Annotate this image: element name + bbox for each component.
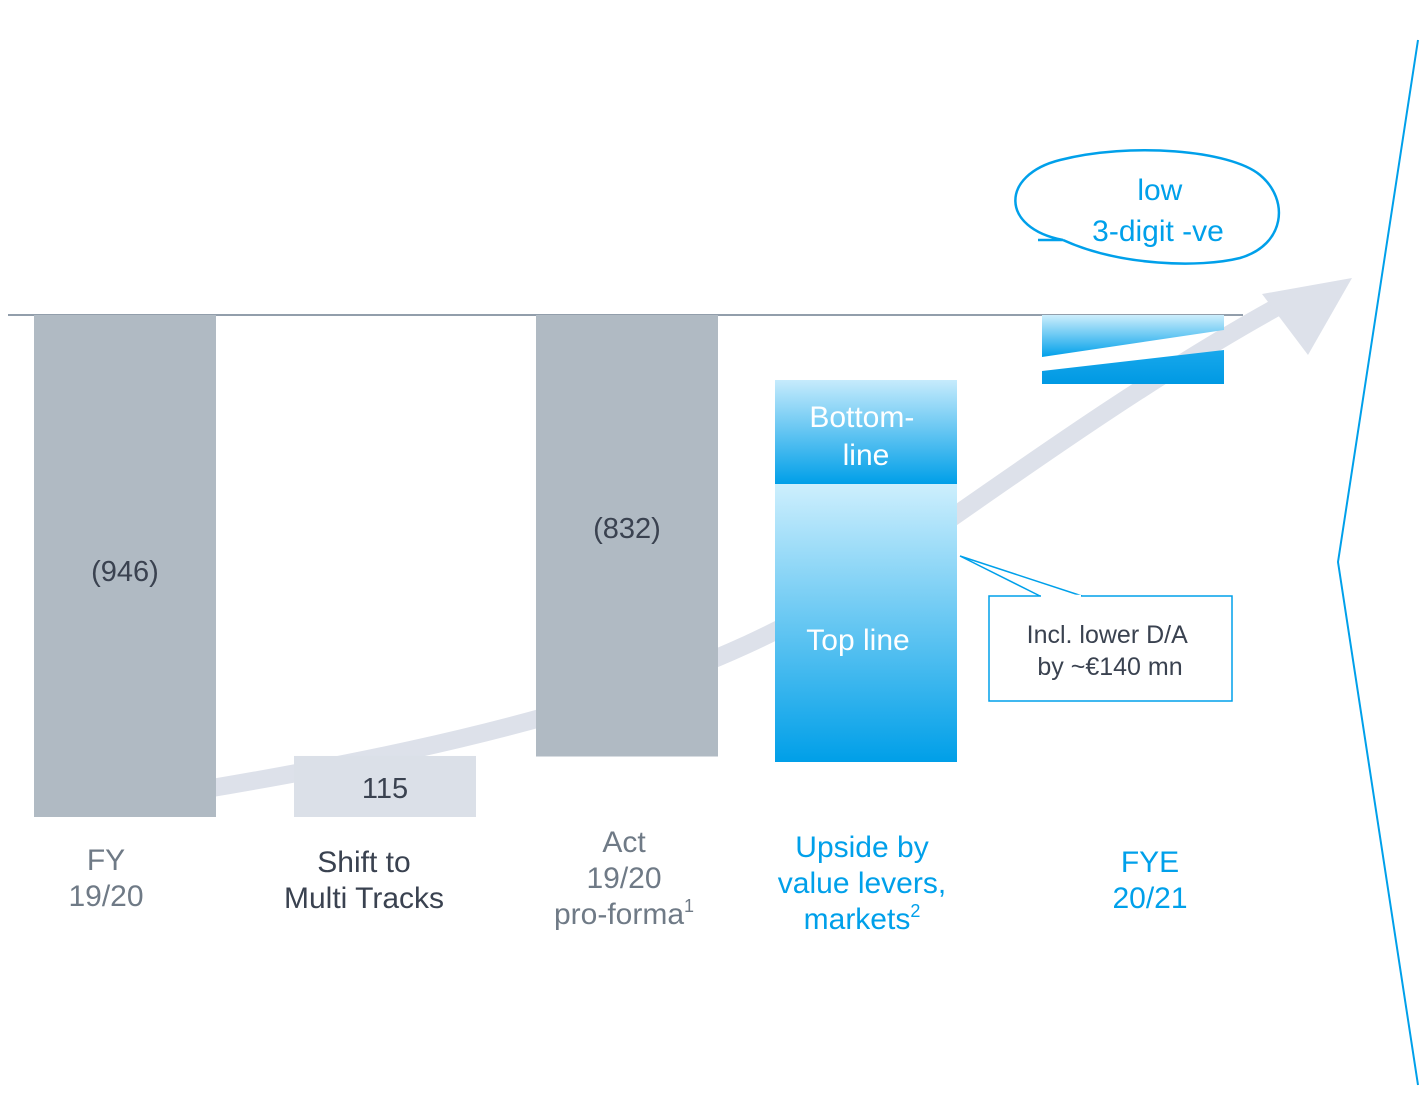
category-label-2: Shift to Multi Tracks bbox=[284, 846, 444, 915]
fye-bar-upper-wedge bbox=[1042, 315, 1224, 357]
category-label-5: FYE 20/21 bbox=[1112, 846, 1187, 915]
bar-act-19-20-pro-forma bbox=[536, 315, 718, 757]
upside-bottom-line-segment bbox=[775, 380, 957, 484]
fye-bar-lower-wedge bbox=[1042, 350, 1224, 384]
fye-callout-text: low 3-digit -ve bbox=[1092, 174, 1224, 248]
annotation-callout-box bbox=[988, 595, 1233, 702]
annotation-callout-text: Incl. lower D/A by ~€140 mn bbox=[1027, 621, 1194, 681]
upside-top-line-segment bbox=[775, 484, 957, 762]
value-label-fy-19-20: (946) bbox=[91, 556, 159, 588]
value-label-shift-to-multi-tracks: 115 bbox=[362, 773, 408, 805]
value-label-act-19-20: (832) bbox=[593, 513, 661, 545]
annotation-callout-pointer bbox=[959, 555, 1083, 597]
category-label-3: Act 19/20 pro-forma1 bbox=[554, 826, 694, 931]
upside-bottom-line-label: Bottom- line bbox=[809, 401, 922, 472]
bar-shift-to-multi-tracks bbox=[294, 755, 476, 817]
fye-callout-bubble bbox=[1014, 149, 1281, 265]
trend-arrow-head bbox=[1262, 278, 1352, 355]
upside-top-line-label: Top line bbox=[806, 624, 909, 657]
category-label-1: FY 19/20 bbox=[68, 844, 143, 913]
bar-fy-19-20 bbox=[34, 315, 216, 817]
category-label-4: Upside by value levers, markets2 bbox=[778, 831, 946, 936]
right-bracket bbox=[1336, 39, 1419, 1086]
